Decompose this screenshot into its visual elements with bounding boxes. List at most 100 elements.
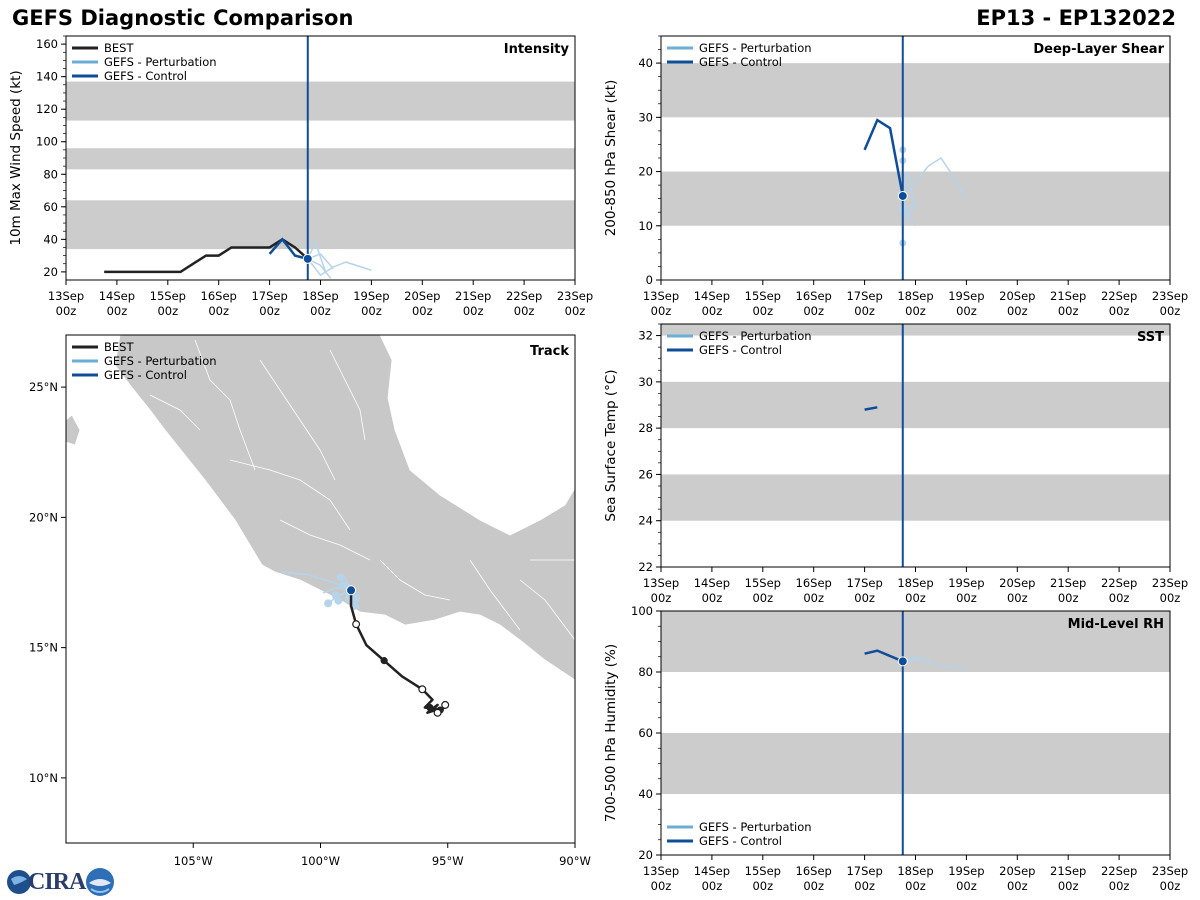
legend-label-control: GEFS - Control <box>699 55 782 69</box>
intensity-xtick-day-label: 19Sep <box>353 289 389 303</box>
track-perturbation-line-4 <box>322 586 352 594</box>
rh-ylabel: 700-500 hPa Humidity (%) <box>603 644 619 822</box>
rh-xtick-hour-label: 00z <box>752 879 773 893</box>
shear-ytick-label: 30 <box>638 110 653 124</box>
map-land <box>66 335 575 681</box>
shear-xtick-hour-label: 00z <box>1160 304 1181 318</box>
sst-ytick-label: 30 <box>638 375 653 389</box>
rh-xtick-day-label: 20Sep <box>999 864 1035 878</box>
legend-label-best: BEST <box>104 41 134 55</box>
legend-label-best: BEST <box>104 340 134 354</box>
rh-ytick-label: 60 <box>638 726 653 740</box>
sst-xtick-hour-label: 00z <box>803 591 824 605</box>
track-xtick-label: 90°W <box>559 854 591 868</box>
intensity-xtick-day-label: 21Sep <box>455 289 491 303</box>
intensity-panel-title: Intensity <box>504 42 570 57</box>
shear-xtick-day-label: 22Sep <box>1101 289 1137 303</box>
rh-xtick-hour-label: 00z <box>803 879 824 893</box>
track-perturbation-point-6 <box>334 596 343 605</box>
track-ytick-label: 25°N <box>29 380 58 394</box>
legend-label-perturbation: GEFS - Perturbation <box>699 41 812 55</box>
sst-xtick-hour-label: 00z <box>854 591 875 605</box>
track-best-point-open-0 <box>441 700 450 709</box>
shear-xtick-day-label: 16Sep <box>796 289 832 303</box>
intensity-ytick-label: 120 <box>36 102 58 116</box>
rh-xtick-hour-label: 00z <box>651 879 672 893</box>
intensity-bands <box>66 81 575 250</box>
intensity-xtick-hour-label: 00z <box>412 304 433 318</box>
intensity-xtick-day-label: 18Sep <box>302 289 338 303</box>
sst-band-0 <box>661 474 1170 521</box>
sst-xtick-day-label: 13Sep <box>643 576 679 590</box>
sst-xtick-hour-label: 00z <box>752 591 773 605</box>
intensity-band-1 <box>66 148 575 170</box>
sst-ylabel: Sea Surface Temp (°C) <box>603 369 619 521</box>
track-perturbation-point-1 <box>339 581 348 590</box>
intensity-xtick-day-label: 17Sep <box>251 289 287 303</box>
track-xtick-label: 100°W <box>301 854 340 868</box>
rh-xtick-day-label: 14Sep <box>694 864 730 878</box>
sst-xtick-day-label: 14Sep <box>694 576 730 590</box>
intensity-xtick-hour-label: 00z <box>157 304 178 318</box>
legend-label-perturbation: GEFS - Perturbation <box>699 329 812 343</box>
rh-xtick-day-label: 21Sep <box>1050 864 1086 878</box>
shear-xtick-day-label: 21Sep <box>1050 289 1086 303</box>
sst-control-line <box>864 406 878 411</box>
intensity-ytick-label: 100 <box>36 135 58 149</box>
rh-xtick-day-label: 16Sep <box>796 864 832 878</box>
track-best-point-filled-0 <box>426 703 434 712</box>
shear-bands <box>661 63 1170 226</box>
shear-control-line <box>863 118 905 197</box>
sst-xtick-day-label: 15Sep <box>745 576 781 590</box>
globe-icon <box>7 870 31 894</box>
sst-xtick-hour-label: 00z <box>651 591 672 605</box>
legend-label-control: GEFS - Control <box>104 368 187 382</box>
track-chart: 105°W 100°W 95°W 90°W 10°N 15°N 20°N 25°N Track B… <box>29 334 591 868</box>
intensity-xtick-hour-label: 00z <box>565 304 586 318</box>
track-ytick-label: 20°N <box>29 510 58 524</box>
rh-band-0 <box>661 733 1170 794</box>
rh-xtick-hour-label: 00z <box>1007 879 1028 893</box>
rh-control-line <box>864 649 904 663</box>
rh-xtick-hour-label: 00z <box>702 879 723 893</box>
legend-label-control: GEFS - Control <box>699 834 782 848</box>
legend-label-control: GEFS - Control <box>699 343 782 357</box>
shear-perturbation-line-4 <box>902 195 914 224</box>
shear-xtick-day-label: 20Sep <box>999 289 1035 303</box>
sst-xtick-hour-label: 00z <box>1007 591 1028 605</box>
track-perturbation-point-0 <box>336 573 345 582</box>
shear-xtick-hour-label: 00z <box>803 304 824 318</box>
legend-label-perturbation: GEFS - Perturbation <box>104 55 217 69</box>
sst-band-2 <box>661 324 1170 336</box>
shear-xtick-day-label: 13Sep <box>643 289 679 303</box>
intensity-xtick-hour-label: 00z <box>208 304 229 318</box>
intensity-ytick-label: 60 <box>43 200 58 214</box>
intensity-perturbation-line-0 <box>307 258 372 277</box>
track-perturbation-point-5 <box>352 594 361 603</box>
track-best-point-open-2 <box>418 685 427 694</box>
intensity-xtick-day-label: 23Sep <box>557 289 593 303</box>
shear-xtick-day-label: 17Sep <box>846 289 882 303</box>
shear-xtick-hour-label: 00z <box>651 304 672 318</box>
track-panel-title: Track <box>530 344 569 359</box>
intensity-xtick-day-label: 15Sep <box>150 289 186 303</box>
shear-ytick-label: 40 <box>638 56 653 70</box>
shear-xtick-hour-label: 00z <box>702 304 723 318</box>
sst-xtick-hour-label: 00z <box>1058 591 1079 605</box>
track-xtick-label: 105°W <box>174 854 213 868</box>
intensity-xtick-day-label: 20Sep <box>404 289 440 303</box>
shear-xtick-day-label: 14Sep <box>694 289 730 303</box>
rh-chart: 2040608010013Sep00z14Sep00z15Sep00z16Sep… <box>603 604 1188 893</box>
sst-xtick-day-label: 16Sep <box>796 576 832 590</box>
rh-current-marker <box>897 656 908 667</box>
rh-xtick-hour-label: 00z <box>905 879 926 893</box>
intensity-xtick-day-label: 13Sep <box>48 289 84 303</box>
track-ytick-label: 15°N <box>29 641 58 655</box>
storm-id-title: EP13 - EP132022 <box>976 6 1176 30</box>
rh-xtick-day-label: 17Sep <box>846 864 882 878</box>
sst-xtick-day-label: 19Sep <box>948 576 984 590</box>
intensity-ytick-label: 40 <box>43 232 58 246</box>
intensity-perturbation-line-1 <box>307 240 327 273</box>
shear-xtick-hour-label: 00z <box>1007 304 1028 318</box>
sst-frame <box>660 323 1171 568</box>
